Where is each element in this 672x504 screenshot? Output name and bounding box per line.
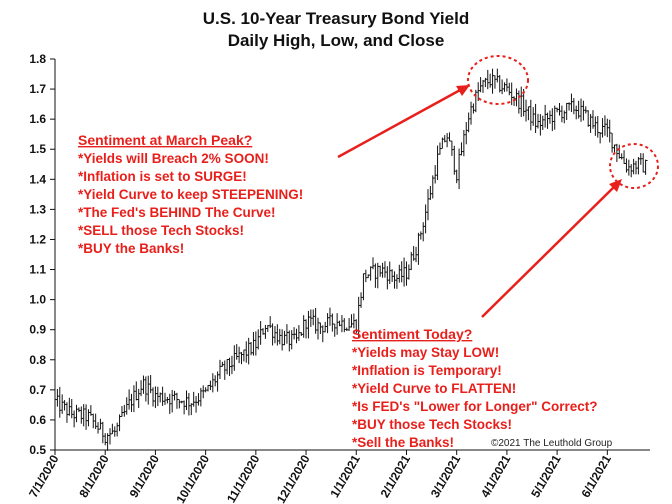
y-tick-label: 1.1 <box>29 263 46 277</box>
y-tick-label: 1.0 <box>29 293 46 307</box>
x-axis-ticks: 7/1/2020 8/1/2020 9/1/2020 10/1/2020 11/1/20… <box>26 450 614 504</box>
x-tick-label: 12/1/2020 <box>274 452 313 504</box>
peak-highlight-circle <box>467 55 529 105</box>
annotation-today-line: *Is FED's "Lower for Longer" Correct? <box>352 399 598 414</box>
x-tick-label: 2/1/2021 <box>378 452 414 500</box>
source-credit: ©2021 The Leuthold Group <box>491 438 613 449</box>
y-tick-label: 1.8 <box>29 52 46 66</box>
annotation-march-line: *SELL those Tech Stocks! <box>78 223 244 238</box>
peak-arrow <box>337 87 463 159</box>
chart-subtitle: Daily High, Low, and Close <box>228 31 445 50</box>
ohlc-bars <box>54 68 648 451</box>
y-tick-label: 1.7 <box>29 82 46 96</box>
y-tick-label: 0.6 <box>29 413 46 427</box>
annotation-march-line: *BUY the Banks! <box>78 241 184 256</box>
annotation-today-line: *Yields may Stay LOW! <box>352 345 499 360</box>
y-tick-label: 1.5 <box>29 142 46 156</box>
annotation-today-heading: Sentiment Today? <box>352 326 472 342</box>
y-tick-label: 1.3 <box>29 202 46 216</box>
annotation-march-line: *The Fed's BEHIND The Curve! <box>78 205 276 220</box>
y-tick-label: 0.9 <box>29 323 46 337</box>
x-tick-label: 5/1/2021 <box>528 452 564 500</box>
y-tick-label: 0.5 <box>29 443 46 457</box>
annotation-march-line: *Inflation is set to SURGE! <box>78 169 247 184</box>
peak-arrow-head <box>456 85 470 96</box>
x-tick-label: 3/1/2021 <box>428 452 464 500</box>
chart-title: U.S. 10-Year Treasury Bond Yield <box>203 9 469 28</box>
y-tick-label: 1.4 <box>29 172 46 186</box>
today-arrow-head <box>609 179 622 192</box>
annotation-today-line: *Inflation is Temporary! <box>352 363 502 378</box>
today-highlight-circle <box>609 143 659 189</box>
annotation-march-heading: Sentiment at March Peak? <box>78 132 252 148</box>
x-tick-label: 9/1/2020 <box>127 452 163 500</box>
annotation-march-line: *Yield Curve to keep STEEPENING! <box>78 187 303 202</box>
x-tick-label: 4/1/2021 <box>478 452 514 500</box>
annotation-today-line: *BUY those Tech Stocks! <box>352 417 512 432</box>
annotation-today: Sentiment Today? *Yields may Stay LOW! *… <box>352 326 598 450</box>
y-tick-label: 1.2 <box>29 232 46 246</box>
x-tick-label: 1/1/2021 <box>327 452 363 500</box>
annotation-today-line: *Yield Curve to FLATTEN! <box>352 381 516 396</box>
annotation-march-peak: Sentiment at March Peak? *Yields will Br… <box>78 132 303 256</box>
x-tick-label: 7/1/2020 <box>26 452 62 500</box>
y-axis-ticks: 0.5 0.6 0.7 0.8 0.9 1.0 1.1 1.2 1.3 1.4 1.5 1.6 1.7 1… <box>29 52 55 457</box>
x-tick-label: 11/1/2020 <box>224 452 263 504</box>
annotation-today-line: *Sell the Banks! <box>352 435 454 450</box>
x-tick-label: 6/1/2021 <box>578 452 614 500</box>
y-tick-label: 0.8 <box>29 353 46 367</box>
x-tick-label: 8/1/2020 <box>76 452 112 500</box>
x-tick-label: 10/1/2020 <box>173 452 212 504</box>
today-arrow <box>481 184 617 318</box>
y-tick-label: 0.7 <box>29 383 46 397</box>
y-tick-label: 1.6 <box>29 112 46 126</box>
annotation-march-line: *Yields will Breach 2% SOON! <box>78 151 269 166</box>
